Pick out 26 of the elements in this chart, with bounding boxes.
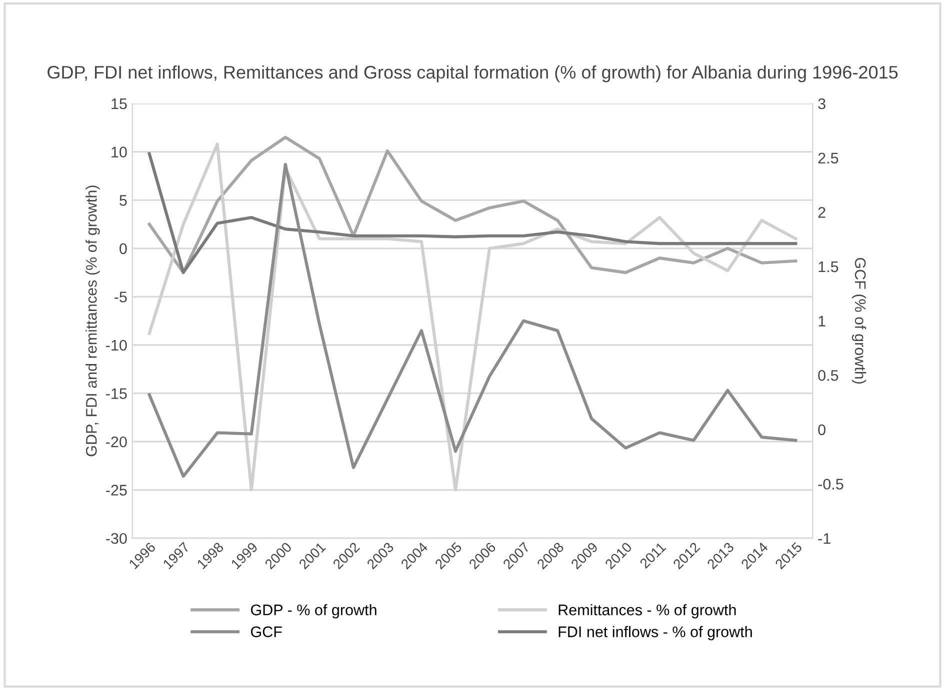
y2-tick-label: 0.5 [818, 370, 838, 381]
y2-tick-label: 2.5 [818, 152, 838, 164]
y-tick-label: -15 [106, 388, 127, 399]
y2-axis-title: GCF (% of growth) [852, 258, 866, 384]
y-tick-label: 0 [120, 243, 127, 254]
y-tick-label: -25 [106, 484, 127, 496]
y-tick-label: -5 [114, 292, 127, 302]
legend-label: GDP - % of growth [250, 604, 376, 618]
chart-title: GDP, FDI net inflows, Remittances and Gross capital formation (% of growth) for Albania during 1996-2015 [48, 65, 898, 82]
y2-tick-label: -1 [818, 533, 830, 544]
y2-tick-label: 1 [818, 316, 826, 326]
legend-label: FDI net inflows - % of growth [558, 626, 752, 640]
y-tick-label: -20 [106, 436, 127, 448]
y2-tick-label: 1.5 [818, 262, 838, 272]
y2-tick-label: 3 [818, 98, 826, 110]
y-tick-label: -10 [106, 340, 127, 351]
y-tick-label: -30 [106, 533, 127, 544]
y2-tick-label: 0 [818, 424, 826, 436]
y2-tick-label: -0.5 [818, 478, 844, 490]
y-axis-title: GDP, FDI and remittances (% of growth) [86, 186, 100, 456]
y-tick-label: 5 [120, 195, 127, 206]
y-tick-label: 15 [112, 98, 127, 110]
legend-label: Remittances - % of growth [558, 604, 736, 618]
legend-label: GCF [250, 626, 282, 638]
y2-tick-label: 2 [818, 207, 826, 218]
y-tick-label: 10 [112, 146, 127, 158]
